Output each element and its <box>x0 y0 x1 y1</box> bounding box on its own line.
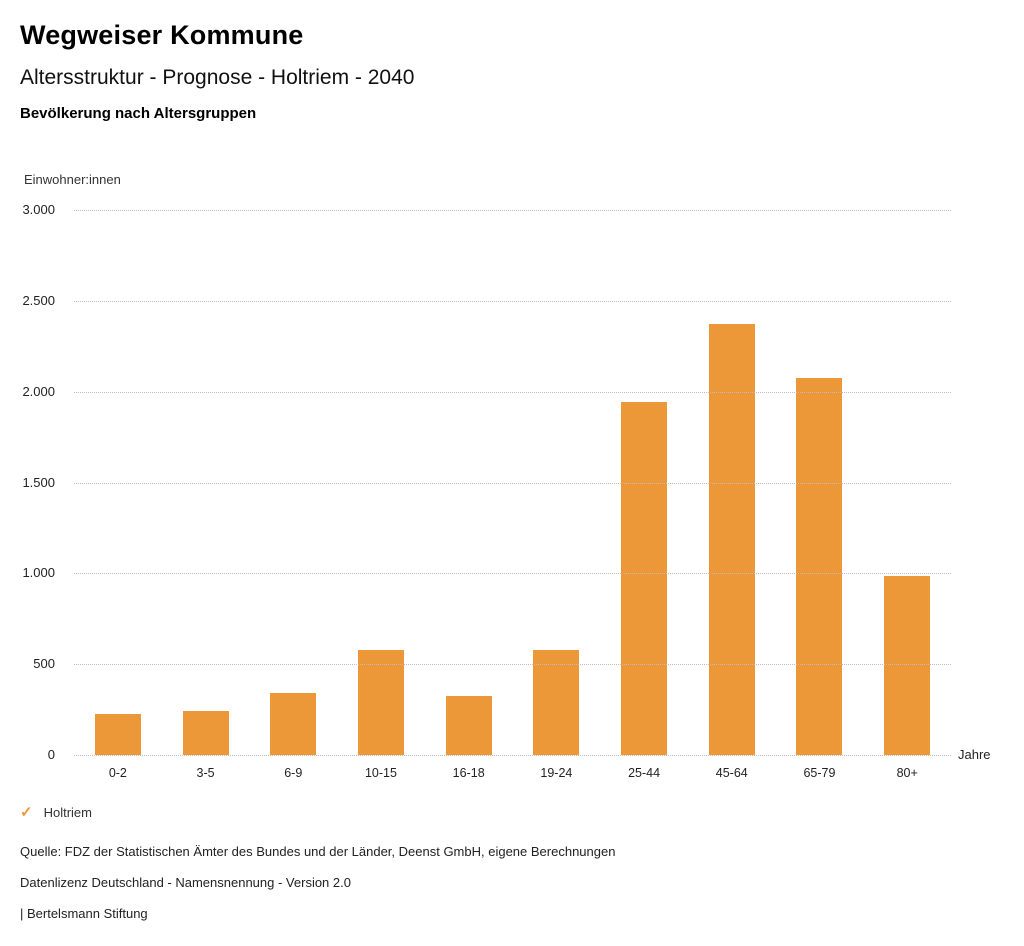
x-tick-label: 6-9 <box>284 766 303 780</box>
bar-slot <box>600 210 688 755</box>
y-tick-label: 500 <box>33 656 55 672</box>
x-tick-label: 10-15 <box>364 766 397 780</box>
bar-19-24[interactable] <box>533 649 580 755</box>
gridline <box>74 391 951 393</box>
y-tick-label: 1.500 <box>22 474 55 490</box>
bars <box>74 210 951 755</box>
bar-slot <box>74 210 162 755</box>
x-axis-labels: 0-2 3-5 6-9 10-15 16-18 19-24 25-44 45-64 65-79 8… <box>74 766 951 780</box>
bar-80+[interactable] <box>884 576 931 755</box>
check-icon: ✓ <box>20 804 33 821</box>
gridline <box>74 300 951 302</box>
bar-slot <box>863 210 951 755</box>
source-text: Quelle: FDZ der Statistischen Ämter des … <box>20 844 616 859</box>
gridline <box>74 664 951 666</box>
bar-3-5[interactable] <box>182 711 229 755</box>
bar-slot <box>425 210 513 755</box>
y-tick-label: 0 <box>47 747 55 762</box>
bar-25-44[interactable] <box>621 401 668 755</box>
gridline <box>74 755 951 756</box>
x-tick-label: 80+ <box>896 766 918 780</box>
bar-slot <box>776 210 864 755</box>
bar-slot <box>513 210 601 755</box>
bar-0-2[interactable] <box>94 714 141 755</box>
legend-item-holtriem[interactable]: ✓ Holtriem <box>20 803 92 821</box>
gridline <box>74 482 951 484</box>
x-tick-label: 16-18 <box>452 766 485 780</box>
gridline <box>74 573 951 575</box>
bar-10-15[interactable] <box>357 649 404 755</box>
bar-slot <box>162 210 250 755</box>
y-axis-label: Einwohner:innen <box>24 172 121 187</box>
license-text: Datenlizenz Deutschland - Namensnennung … <box>20 875 351 890</box>
bar-slot <box>337 210 425 755</box>
y-axis-ticks: 3.000 2.500 2.000 1.500 1.000 500 0 <box>0 202 55 762</box>
plot-area <box>74 210 951 756</box>
x-tick-label: 3-5 <box>196 766 215 780</box>
x-axis-unit-label: Jahre <box>958 747 991 762</box>
y-tick-label: 2.500 <box>22 292 55 308</box>
bar-slot <box>688 210 776 755</box>
x-tick-label: 0-2 <box>108 766 127 780</box>
legend-label: Holtriem <box>43 804 92 820</box>
bar-65-79[interactable] <box>796 378 843 755</box>
y-tick-label: 2.000 <box>22 383 55 399</box>
bar-slot <box>249 210 337 755</box>
x-tick-label: 19-24 <box>540 766 573 780</box>
x-tick-label: 65-79 <box>803 766 836 780</box>
x-tick-label: 25-44 <box>628 766 661 780</box>
bar-45-64[interactable] <box>708 324 755 755</box>
y-tick-label: 1.000 <box>22 565 55 581</box>
x-tick-label: 45-64 <box>715 766 748 780</box>
y-tick-label: 3.000 <box>22 202 55 217</box>
chart-section-title: Bevölkerung nach Altersgruppen <box>20 105 257 122</box>
attribution-text: | Bertelsmann Stiftung <box>20 906 148 921</box>
page-title: Wegweiser Kommune <box>20 20 304 50</box>
bar-16-18[interactable] <box>445 695 492 755</box>
chart-subtitle: Altersstruktur - Prognose - Holtriem - 2… <box>20 66 415 89</box>
gridline <box>74 210 951 211</box>
bar-6-9[interactable] <box>270 693 317 755</box>
